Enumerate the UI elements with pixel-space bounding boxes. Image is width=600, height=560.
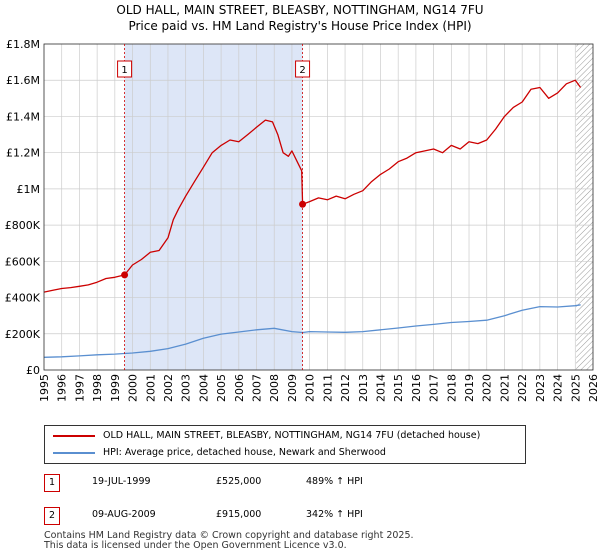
- x-tick-label: 1996: [56, 374, 69, 402]
- sale-badge: 1: [44, 474, 60, 492]
- sale-hpi-change: 489% ↑ HPI: [306, 476, 363, 487]
- sale-date: 19-JUL-1999: [92, 476, 151, 487]
- x-tick-label: 2004: [197, 374, 210, 402]
- legend-swatch-property: [53, 435, 95, 437]
- legend-swatch-hpi: [53, 452, 95, 454]
- sale-price: £525,000: [216, 476, 262, 487]
- x-tick-label: 2020: [481, 374, 494, 402]
- x-tick-label: 2009: [286, 374, 299, 402]
- chart-legend: OLD HALL, MAIN STREET, BLEASBY, NOTTINGH…: [44, 425, 526, 464]
- price-chart: £0 £200K £400K £600K £800K £1M £1.2M £1.4M £1.6M…: [5, 38, 600, 402]
- x-tick-label: 1999: [109, 374, 122, 402]
- hpi-line: [43, 304, 581, 358]
- x-tick-label: 2025: [569, 374, 582, 402]
- sale-badge-box: [295, 60, 311, 78]
- y-tick-label: £1.2M: [6, 147, 40, 160]
- sale-point: [121, 271, 129, 279]
- sale-badge-label: 2: [299, 65, 305, 76]
- y-tick-label: £1.6M: [6, 74, 40, 87]
- x-tick-label: 2016: [410, 374, 423, 402]
- x-tick-label: 2003: [180, 374, 193, 402]
- x-tick-label: 2013: [357, 374, 370, 402]
- footer-licence: This data is licensed under the Open Gov…: [44, 540, 347, 551]
- x-tick-label: 2010: [304, 374, 317, 402]
- ownership-shade: [124, 44, 303, 370]
- x-tick-label: 2002: [162, 374, 175, 402]
- sale-row: 1 19-JUL-1999 £525,000 489% ↑ HPI: [44, 474, 524, 494]
- x-tick-label: 2021: [498, 374, 511, 402]
- sale-hpi-change: 342% ↑ HPI: [306, 509, 363, 520]
- x-tick-label: 2019: [463, 374, 476, 402]
- x-tick-label: 2011: [321, 374, 334, 402]
- x-tick-label: 2000: [127, 374, 140, 402]
- sale-badge-box: [117, 60, 133, 78]
- sale-badge: 2: [44, 507, 60, 525]
- legend-label-property: OLD HALL, MAIN STREET, BLEASBY, NOTTINGH…: [103, 430, 481, 441]
- x-tick-label: 2026: [587, 374, 600, 402]
- chart-title: OLD HALL, MAIN STREET, BLEASBY, NOTTINGH…: [116, 3, 484, 17]
- sale-row: 2 09-AUG-2009 £915,000 342% ↑ HPI: [44, 507, 524, 527]
- x-tick-label: 2022: [516, 374, 529, 402]
- x-tick-label: 2018: [445, 374, 458, 402]
- sale-point: [299, 200, 307, 208]
- legend-label-hpi: HPI: Average price, detached house, Newa…: [103, 447, 386, 458]
- property-price-line: [43, 79, 582, 293]
- x-tick-label: 1995: [38, 374, 51, 402]
- y-tick-label: £200K: [5, 328, 41, 341]
- y-tick-label: £800K: [5, 219, 41, 232]
- x-tick-label: 2005: [215, 374, 228, 402]
- y-tick-label: £1.4M: [6, 110, 40, 123]
- x-tick-label: 2001: [144, 374, 157, 402]
- y-tick-label: £0: [26, 364, 40, 377]
- x-tick-label: 2014: [374, 374, 387, 402]
- sale-badge-label: 1: [121, 65, 127, 76]
- footer-copyright: Contains HM Land Registry data © Crown c…: [44, 530, 414, 541]
- x-tick-label: 1997: [73, 374, 86, 402]
- sale-price: £915,000: [216, 509, 262, 520]
- x-tick-label: 2006: [233, 374, 246, 402]
- footer-notice: Contains HM Land Registry data © Crown c…: [44, 531, 414, 551]
- y-tick-label: £1M: [17, 183, 41, 196]
- x-tick-label: 2007: [251, 374, 264, 402]
- x-tick-label: 2015: [392, 374, 405, 402]
- x-tick-label: 2017: [428, 374, 441, 402]
- x-tick-label: 1998: [91, 374, 104, 402]
- y-tick-label: £400K: [5, 292, 41, 305]
- chart-subtitle: Price paid vs. HM Land Registry's House …: [128, 19, 472, 33]
- x-tick-label: 2012: [339, 374, 352, 402]
- sale-date: 09-AUG-2009: [92, 509, 156, 520]
- x-tick-label: 2024: [552, 374, 565, 402]
- y-tick-label: £600K: [5, 255, 41, 268]
- x-tick-label: 2023: [534, 374, 547, 402]
- forecast-hatch: [576, 44, 593, 370]
- x-tick-label: 2008: [268, 374, 281, 402]
- y-tick-label: £1.8M: [6, 38, 40, 51]
- plot-frame: [43, 43, 594, 371]
